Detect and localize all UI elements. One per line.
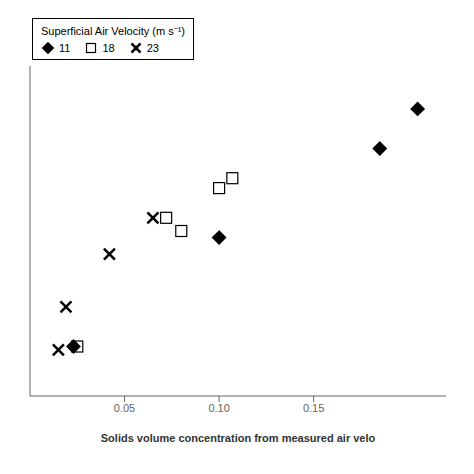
svg-text:0.10: 0.10 [208, 402, 229, 414]
html-text:23: 23 [146, 42, 159, 54]
html-text:Superficial Air Velocity (m s⁻: Superficial Air Velocity (m s⁻¹) [41, 25, 185, 37]
svg-text:0.15: 0.15 [303, 402, 324, 414]
svg-text:0.05: 0.05 [114, 402, 135, 414]
html-text:11: 11 [59, 42, 71, 54]
svg-text:Solids volume concentration fr: Solids volume concentration from measure… [101, 432, 376, 444]
html-text:18: 18 [102, 42, 115, 54]
